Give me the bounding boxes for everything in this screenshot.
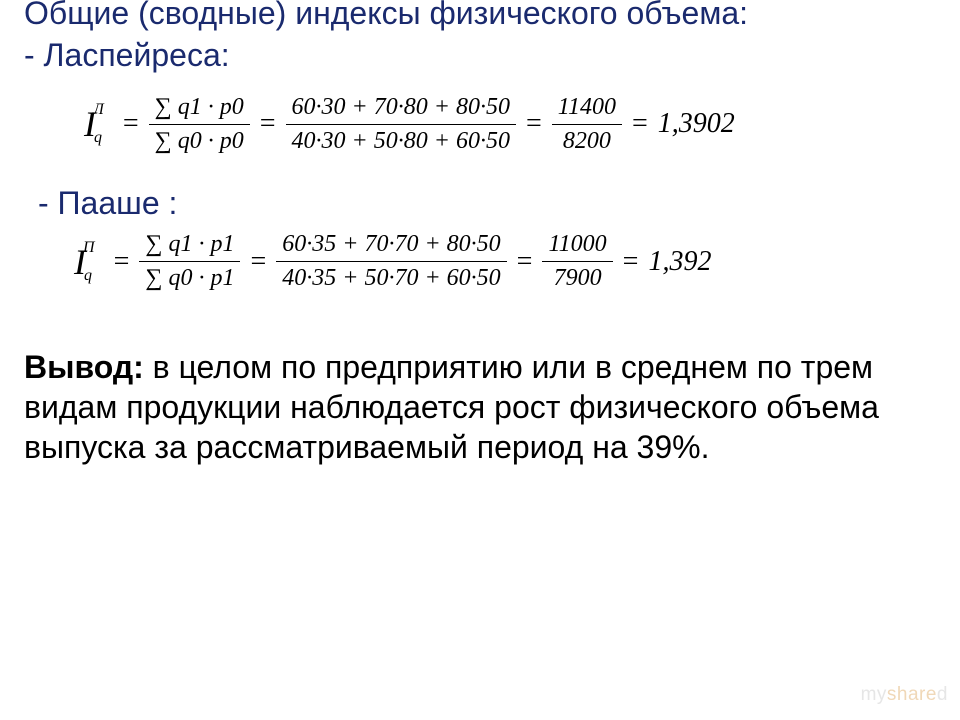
formula1-superscript: Л [93,101,104,119]
equals-sign: = [256,108,280,140]
equals-sign: = [628,108,652,140]
title-line-1: Общие (сводные) индексы физического объе… [24,0,936,32]
paasche-formula: I q П = ∑ q1 · p1 ∑ q0 · p1 = 60·35 + 70… [74,230,936,293]
formula1-ratio-num: ∑ q1 · p0 [149,93,250,125]
formula1-sum: 11400 8200 [552,93,622,156]
title-line-2: - Ласпейреса: [24,36,936,74]
equals-sign: = [110,246,134,278]
formula2-lhs: I q П [74,241,104,283]
watermark-part3: d [937,684,948,705]
formula1-calc-den: 40·30 + 50·80 + 60·50 [286,125,516,156]
watermark: myshared [861,684,948,706]
formula1-ratio-den: ∑ q0 · p0 [149,125,250,156]
formula2-calc-den: 40·35 + 50·70 + 60·50 [276,262,506,293]
formula2-sum-num: 11000 [542,230,612,262]
formula2-result: 1,392 [648,246,711,278]
formula2-ratio-num: ∑ q1 · p1 [139,230,240,262]
formula1-calc: 60·30 + 70·80 + 80·50 40·30 + 50·80 + 60… [286,93,516,156]
laspeyres-formula: I q Л = ∑ q1 · p0 ∑ q0 · p0 = 60·30 + 70… [84,93,936,156]
formula1-result: 1,3902 [658,108,735,140]
slide: Общие (сводные) индексы физического объе… [0,0,960,714]
formula1-sum-den: 8200 [557,125,617,156]
equals-sign: = [246,246,270,278]
equals-sign: = [119,108,143,140]
formula2-calc: 60·35 + 70·70 + 80·50 40·35 + 50·70 + 60… [276,230,506,293]
conclusion-body: в целом по предприятию или в среднем по … [24,349,879,465]
formula2-ratio: ∑ q1 · p1 ∑ q0 · p1 [139,230,240,293]
formula2-sum-den: 7900 [548,262,608,293]
formula1-subscript: q [94,129,102,147]
conclusion-text: Вывод: в целом по предприятию или в сред… [24,347,936,467]
formula2-calc-num: 60·35 + 70·70 + 80·50 [276,230,506,262]
formula2-superscript: П [83,239,95,257]
formula2-sum: 11000 7900 [542,230,612,293]
watermark-part1: my [861,684,887,705]
equals-sign: = [513,246,537,278]
formula1-lhs: I q Л [84,103,113,145]
conclusion-label: Вывод: [24,349,144,385]
paasche-label: - Пааше : [38,185,936,222]
formula2-subscript: q [84,267,92,285]
formula1-ratio: ∑ q1 · p0 ∑ q0 · p0 [149,93,250,156]
formula1-calc-num: 60·30 + 70·80 + 80·50 [286,93,516,125]
formula1-sum-num: 11400 [552,93,622,125]
watermark-part2: share [887,684,937,705]
equals-sign: = [522,108,546,140]
equals-sign: = [619,246,643,278]
formula2-ratio-den: ∑ q0 · p1 [139,262,240,293]
